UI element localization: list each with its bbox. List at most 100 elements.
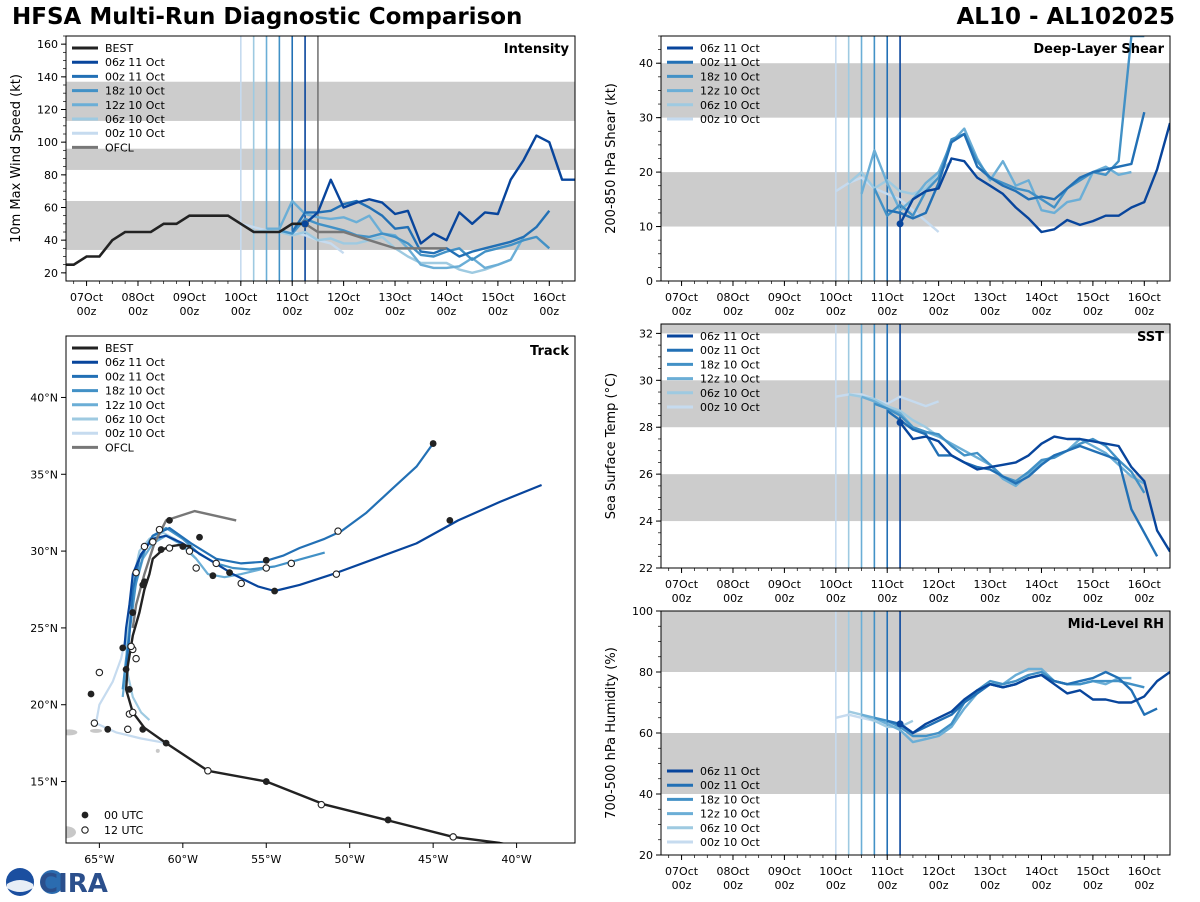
track-point-00z bbox=[166, 516, 173, 524]
x-tick-label: 11Oct bbox=[871, 291, 905, 304]
x-tick-label: 10Oct bbox=[819, 865, 853, 878]
y-tick-label: 22 bbox=[639, 562, 653, 575]
x-tick-label: 16Oct bbox=[1128, 291, 1162, 304]
track-point-12z bbox=[155, 525, 164, 534]
track-point-12z bbox=[140, 542, 149, 551]
intensity-panel: 2040608010012014016007Oct00z08Oct00z09Oc… bbox=[9, 35, 576, 318]
x-tick-label: 00z bbox=[980, 592, 1000, 605]
y-tick-label: 24 bbox=[639, 515, 653, 528]
x-tick-label: 11Oct bbox=[871, 865, 905, 878]
ofcl-track-line bbox=[131, 509, 237, 629]
track-point-00z bbox=[226, 569, 233, 576]
legend-label: 18z 10 Oct bbox=[700, 70, 760, 83]
x-tick-label: 55°W bbox=[251, 853, 281, 866]
rh-plot-area bbox=[835, 611, 1170, 855]
y-tick-label: 140 bbox=[37, 71, 58, 84]
best-point-00z bbox=[141, 578, 148, 586]
legend-label: 06z 10 Oct bbox=[105, 113, 165, 126]
track-point-00z bbox=[271, 587, 279, 595]
y-tick-label: 32 bbox=[639, 327, 653, 340]
x-tick-label: 08Oct bbox=[121, 291, 155, 304]
legend-label: 12z 10 Oct bbox=[700, 373, 760, 386]
x-tick-label: 00z bbox=[929, 305, 949, 318]
x-tick-label: 00z bbox=[1083, 305, 1103, 318]
legend-label: BEST bbox=[105, 342, 133, 355]
x-tick-label: 07Oct bbox=[665, 291, 699, 304]
plot-frame bbox=[65, 335, 576, 844]
current-point bbox=[896, 720, 904, 728]
panel-title: Intensity bbox=[504, 42, 570, 57]
cira-text: CIRA bbox=[39, 869, 108, 898]
threshold-band bbox=[661, 324, 1170, 334]
x-tick-label: 16Oct bbox=[1128, 865, 1162, 878]
track-line bbox=[121, 526, 325, 690]
series-line bbox=[861, 667, 1132, 744]
x-tick-label: 16Oct bbox=[533, 291, 567, 304]
threshold-band bbox=[661, 733, 1170, 794]
y-tick-label: 10 bbox=[639, 221, 653, 234]
x-tick-label: 12Oct bbox=[922, 578, 956, 591]
legend-label: BEST bbox=[105, 42, 133, 55]
panel-title: Deep-Layer Shear bbox=[1033, 42, 1164, 57]
track-line bbox=[125, 442, 434, 670]
x-tick-label: 00z bbox=[1134, 879, 1154, 892]
y-tick-label: 40°N bbox=[30, 391, 58, 404]
x-tick-label: 12Oct bbox=[922, 291, 956, 304]
x-tick-label: 09Oct bbox=[768, 865, 802, 878]
ofcl-line bbox=[304, 222, 447, 250]
track-line bbox=[123, 483, 543, 648]
series-line bbox=[874, 670, 1145, 738]
y-tick-label: 15°N bbox=[30, 776, 58, 789]
legend-label: 00 UTC bbox=[104, 809, 144, 822]
x-tick-label: 00z bbox=[723, 879, 743, 892]
series-line bbox=[253, 229, 512, 274]
panel-title: SST bbox=[1137, 330, 1164, 345]
y-tick-label: 60 bbox=[44, 202, 58, 215]
best-point-12z bbox=[449, 833, 457, 841]
track-line bbox=[121, 534, 267, 698]
legend-label: 00z 11 Oct bbox=[105, 370, 165, 383]
x-tick-label: 00z bbox=[128, 305, 148, 318]
best-point-00z bbox=[139, 725, 147, 733]
x-tick-label: 00z bbox=[1083, 592, 1103, 605]
legend-label: 12z 10 Oct bbox=[105, 99, 165, 112]
track-point-12z bbox=[149, 538, 157, 546]
legend-label: 00z 10 Oct bbox=[700, 113, 760, 126]
x-tick-label: 00z bbox=[385, 305, 405, 318]
cira-logo: CIRA bbox=[4, 866, 114, 899]
series-line bbox=[873, 36, 1145, 217]
x-tick-label: 50°W bbox=[335, 853, 365, 866]
y-tick-label: 100 bbox=[632, 605, 653, 618]
x-tick-label: 14Oct bbox=[1025, 578, 1059, 591]
track-point-12z bbox=[165, 544, 174, 552]
legend-label: OFCL bbox=[105, 441, 135, 454]
rh-panel: 2040608010007Oct00z08Oct00z09Oct00z10Oct… bbox=[604, 605, 1171, 892]
current-point bbox=[896, 419, 904, 427]
y-tick-label: 20 bbox=[44, 267, 58, 280]
best-point-12z bbox=[127, 642, 135, 651]
track-panel: 65°W 60°W 55°W 50°W 45°W 40°W 15°N 20°N 25°N 30°N… bbox=[30, 335, 576, 866]
legend-label: 18z 10 Oct bbox=[105, 385, 165, 398]
x-tick-label: 00z bbox=[775, 305, 795, 318]
x-tick-label: 00z bbox=[282, 305, 302, 318]
y-tick-label: 60 bbox=[639, 727, 653, 740]
legend-label: 06z 10 Oct bbox=[700, 99, 760, 112]
track-point-12z bbox=[90, 719, 99, 727]
series-line bbox=[899, 122, 1170, 234]
current-point bbox=[301, 220, 309, 228]
x-tick-label: 00z bbox=[775, 592, 795, 605]
track-point-12z bbox=[192, 564, 200, 572]
threshold-band bbox=[661, 63, 1170, 118]
legend-label: 12z 10 Oct bbox=[700, 85, 760, 98]
y-tick-label: 26 bbox=[639, 468, 653, 481]
x-tick-label: 08Oct bbox=[716, 865, 750, 878]
y-tick-label: 120 bbox=[37, 104, 58, 117]
x-tick-label: 00z bbox=[980, 305, 1000, 318]
series-line bbox=[835, 176, 940, 233]
x-tick-label: 60°W bbox=[168, 853, 198, 866]
x-tick-label: 14Oct bbox=[1025, 865, 1059, 878]
x-tick-label: 13Oct bbox=[974, 865, 1008, 878]
x-tick-label: 00z bbox=[775, 879, 795, 892]
y-axis-label: 200-850 hPa Shear (kt) bbox=[604, 83, 619, 234]
